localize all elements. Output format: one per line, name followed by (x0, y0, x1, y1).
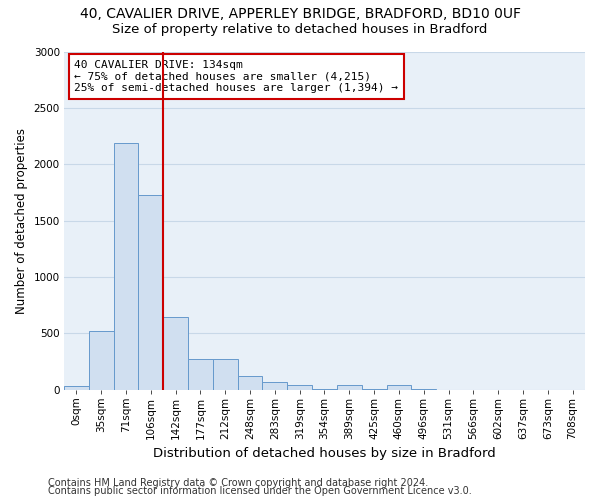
Bar (188, 359, 213, 390)
Bar (213, 359, 238, 390)
Bar (163, 318, 188, 390)
Bar (139, 194, 163, 390)
Bar (64, 386, 89, 390)
Bar (113, 144, 139, 390)
Text: Contains HM Land Registry data © Crown copyright and database right 2024.: Contains HM Land Registry data © Crown c… (48, 478, 428, 488)
Text: 40 CAVALIER DRIVE: 134sqm
← 75% of detached houses are smaller (4,215)
25% of se: 40 CAVALIER DRIVE: 134sqm ← 75% of detac… (74, 60, 398, 93)
Bar (262, 382, 287, 390)
Bar (89, 331, 113, 390)
Text: Size of property relative to detached houses in Bradford: Size of property relative to detached ho… (112, 22, 488, 36)
Bar (337, 385, 362, 390)
Bar (312, 389, 337, 390)
Bar (287, 385, 312, 390)
Bar (238, 376, 262, 390)
Bar (412, 389, 436, 390)
Text: Contains public sector information licensed under the Open Government Licence v3: Contains public sector information licen… (48, 486, 472, 496)
Bar (386, 385, 412, 390)
X-axis label: Distribution of detached houses by size in Bradford: Distribution of detached houses by size … (153, 447, 496, 460)
Bar (362, 389, 386, 390)
Text: 40, CAVALIER DRIVE, APPERLEY BRIDGE, BRADFORD, BD10 0UF: 40, CAVALIER DRIVE, APPERLEY BRIDGE, BRA… (79, 8, 521, 22)
Y-axis label: Number of detached properties: Number of detached properties (15, 128, 28, 314)
